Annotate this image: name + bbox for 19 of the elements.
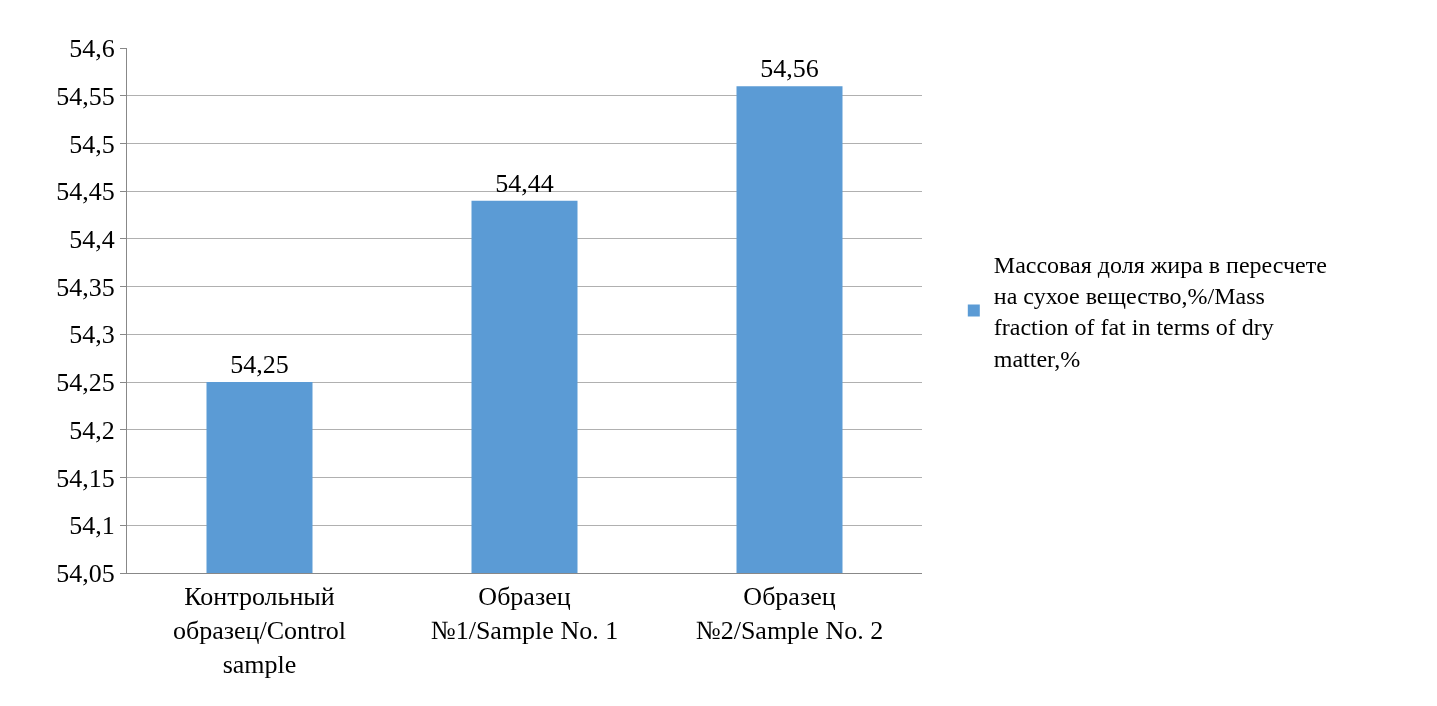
y-tick-label: 54,1 bbox=[69, 511, 115, 541]
data-label: 54,44 bbox=[495, 168, 554, 198]
data-label: 54,25 bbox=[230, 350, 289, 380]
y-tick-label: 54,55 bbox=[56, 81, 115, 111]
legend-label: Массовая доля жира в пересчете на сухое вещество,%/Mass fraction of fat in terms of dry matter,% bbox=[993, 251, 1327, 372]
y-tick-label: 54,2 bbox=[69, 415, 115, 445]
x-tick-label: Образец №1/Sample No. 1 bbox=[430, 582, 619, 645]
y-tick-label: 54,05 bbox=[56, 559, 115, 589]
y-tick-label: 54,45 bbox=[56, 177, 115, 207]
y-tick-label: 54,35 bbox=[56, 272, 115, 302]
y-tick-label: 54,5 bbox=[69, 129, 115, 159]
y-tick-label: 54,6 bbox=[69, 34, 115, 64]
x-tick-label: Образец №2/Sample No. 2 bbox=[695, 582, 884, 645]
y-tick-label: 54,25 bbox=[56, 368, 115, 398]
x-tick-label: Контрольный образец/Control sample bbox=[172, 582, 347, 679]
y-tick-label: 54,15 bbox=[56, 463, 115, 493]
y-tick-label: 54,3 bbox=[69, 320, 115, 350]
y-tick-label: 54,4 bbox=[69, 225, 115, 255]
data-label: 54,56 bbox=[760, 54, 819, 84]
